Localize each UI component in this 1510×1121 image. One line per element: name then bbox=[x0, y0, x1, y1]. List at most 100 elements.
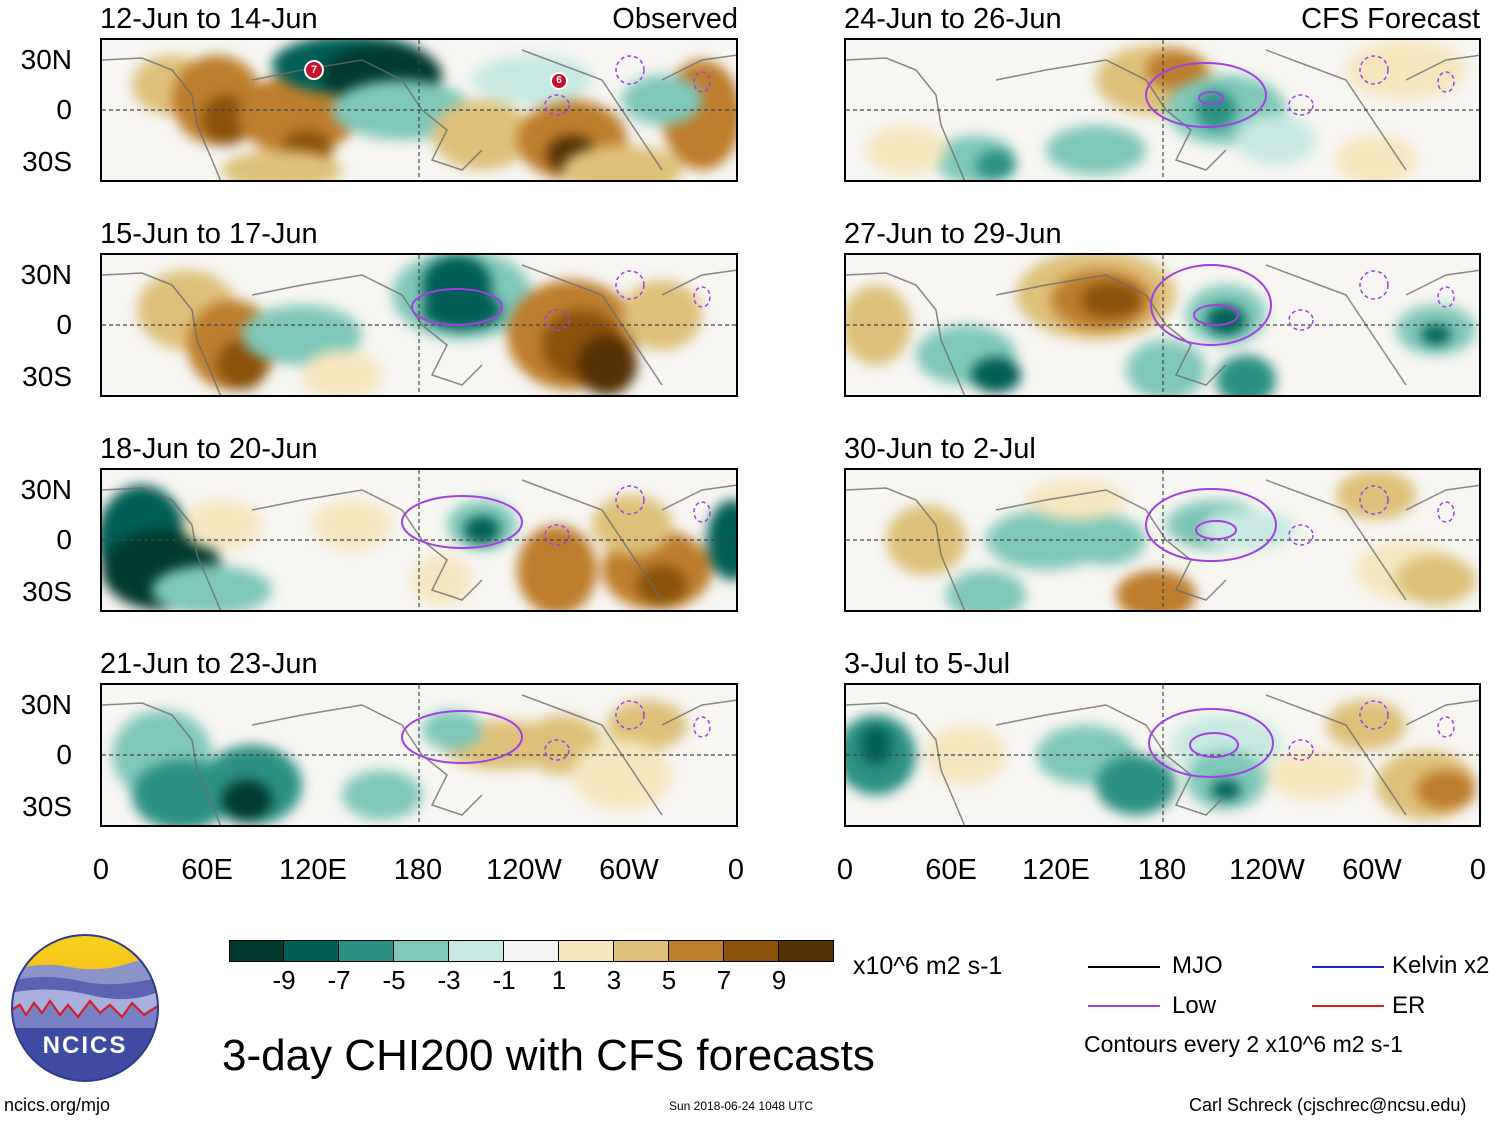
anomaly-region bbox=[342, 770, 422, 820]
lat-label-eq: 0 bbox=[56, 524, 72, 555]
lon-label-120w: 120W bbox=[1229, 854, 1305, 886]
colorbar-tick: -5 bbox=[382, 965, 406, 995]
low-contour-negative bbox=[1359, 270, 1389, 300]
velocity-potential-field bbox=[102, 255, 736, 395]
low-contour-negative bbox=[1359, 485, 1389, 515]
velocity-potential-field bbox=[846, 470, 1479, 610]
ncics-logo[interactable]: NCICS bbox=[10, 933, 160, 1083]
lon-label-0: 0 bbox=[1469, 854, 1487, 886]
anomaly-region bbox=[1346, 40, 1466, 100]
panel-4-title: 27-Jun to 29-Jun bbox=[844, 218, 1062, 250]
legend-er-label: ER bbox=[1392, 992, 1426, 1019]
anomaly-region bbox=[237, 75, 357, 155]
lat-label-eq: 0 bbox=[56, 94, 72, 125]
velocity-potential-field bbox=[102, 40, 736, 180]
colorbar-swatch bbox=[448, 940, 504, 962]
anomaly-region bbox=[472, 55, 592, 105]
lon-label-60w: 60W bbox=[1342, 854, 1402, 886]
anomaly-region bbox=[1206, 305, 1246, 335]
low-contour bbox=[411, 288, 503, 326]
anomaly-region bbox=[1326, 700, 1406, 750]
anomaly-region bbox=[572, 740, 672, 810]
lon-label-0: 0 bbox=[836, 854, 854, 886]
colorbar-swatch bbox=[393, 940, 449, 962]
colorbar-tick: -3 bbox=[437, 965, 461, 995]
panel-2-title: 24-Jun to 26-Jun bbox=[844, 3, 1062, 35]
low-contour-negative bbox=[693, 71, 711, 93]
colorbar-swatch bbox=[723, 940, 779, 962]
coastline bbox=[102, 479, 736, 610]
anomaly-region bbox=[946, 570, 1026, 610]
legend-low-label: Low bbox=[1172, 992, 1217, 1019]
logo-text: NCICS bbox=[43, 1032, 128, 1059]
lat-label-30n: 30N bbox=[20, 474, 72, 505]
anomaly-region bbox=[1126, 340, 1206, 395]
colorbar-swatch bbox=[668, 940, 724, 962]
low-contour-negative bbox=[1359, 55, 1389, 85]
footer-url[interactable]: ncics.org/mjo bbox=[4, 1095, 111, 1115]
panel-3-title: 15-Jun to 17-Jun bbox=[100, 218, 318, 250]
coastline bbox=[846, 264, 1479, 395]
anomaly-region bbox=[637, 565, 687, 605]
legend-mjo-label: MJO bbox=[1172, 952, 1223, 979]
low-contour-negative bbox=[1437, 716, 1455, 738]
colorbar-swatch bbox=[558, 940, 614, 962]
map-panel-1 bbox=[100, 38, 738, 182]
coastline bbox=[102, 264, 736, 395]
low-contour bbox=[1198, 91, 1224, 105]
coastline bbox=[846, 479, 1479, 610]
legend-kelvin-label: Kelvin x2 bbox=[1392, 952, 1490, 979]
velocity-potential-field bbox=[846, 255, 1479, 395]
anomaly-region bbox=[422, 710, 482, 750]
colorbar-swatch bbox=[778, 940, 834, 962]
low-contour-negative bbox=[1437, 501, 1455, 523]
anomaly-region bbox=[1416, 770, 1476, 810]
figure-title: 3-day CHI200 with CFS forecasts bbox=[222, 1031, 875, 1080]
anomaly-region bbox=[622, 75, 702, 125]
anomaly-region bbox=[222, 150, 342, 180]
low-contour-negative bbox=[544, 309, 570, 331]
anomaly-region bbox=[1046, 125, 1146, 175]
lon-label-0: 0 bbox=[727, 854, 745, 886]
low-contour-negative bbox=[1288, 94, 1314, 116]
colorbar-tick: -7 bbox=[327, 965, 351, 995]
anomaly-region bbox=[1216, 355, 1276, 395]
anomaly-region bbox=[1266, 750, 1366, 800]
panel-1-tag: Observed bbox=[612, 3, 738, 35]
lon-label-120w: 120W bbox=[486, 854, 562, 886]
lon-label-180: 180 bbox=[393, 854, 443, 886]
anomaly-region bbox=[1396, 555, 1476, 605]
lon-label-0: 0 bbox=[92, 854, 110, 886]
velocity-potential-field bbox=[102, 685, 736, 825]
anomaly-region bbox=[1146, 50, 1206, 90]
anomaly-region bbox=[1211, 780, 1241, 800]
legend-low-line bbox=[1088, 1005, 1160, 1007]
anomaly-region bbox=[464, 516, 500, 544]
anomaly-region bbox=[182, 500, 262, 550]
lat-label-30n: 30N bbox=[20, 259, 72, 290]
anomaly-region bbox=[1081, 282, 1141, 318]
low-contour bbox=[1193, 304, 1239, 326]
anomaly-region bbox=[1196, 510, 1296, 550]
coastline bbox=[102, 694, 736, 825]
anomaly-region bbox=[607, 700, 687, 750]
anomaly-region bbox=[1236, 115, 1316, 165]
lat-label-30n: 30N bbox=[20, 689, 72, 720]
colorbar-tick: 7 bbox=[716, 965, 732, 995]
panel-6-title: 30-Jun to 2-Jul bbox=[844, 433, 1036, 465]
lon-label-120e: 120E bbox=[1022, 854, 1090, 886]
low-contour bbox=[1148, 708, 1274, 778]
low-contour-negative bbox=[1437, 286, 1455, 308]
anomaly-region bbox=[302, 350, 382, 395]
map-panel-6 bbox=[844, 468, 1481, 612]
low-contour bbox=[401, 710, 523, 764]
low-contour bbox=[1195, 520, 1237, 540]
tropical-storm-marker: 7 bbox=[304, 60, 324, 80]
lat-label-30s: 30S bbox=[22, 361, 72, 392]
low-contour-negative bbox=[615, 700, 645, 730]
lon-label-120e: 120E bbox=[279, 854, 347, 886]
anomaly-region bbox=[622, 280, 702, 350]
anomaly-region bbox=[422, 290, 502, 330]
low-contour-negative bbox=[1437, 71, 1455, 93]
lon-label-60w: 60W bbox=[599, 854, 659, 886]
